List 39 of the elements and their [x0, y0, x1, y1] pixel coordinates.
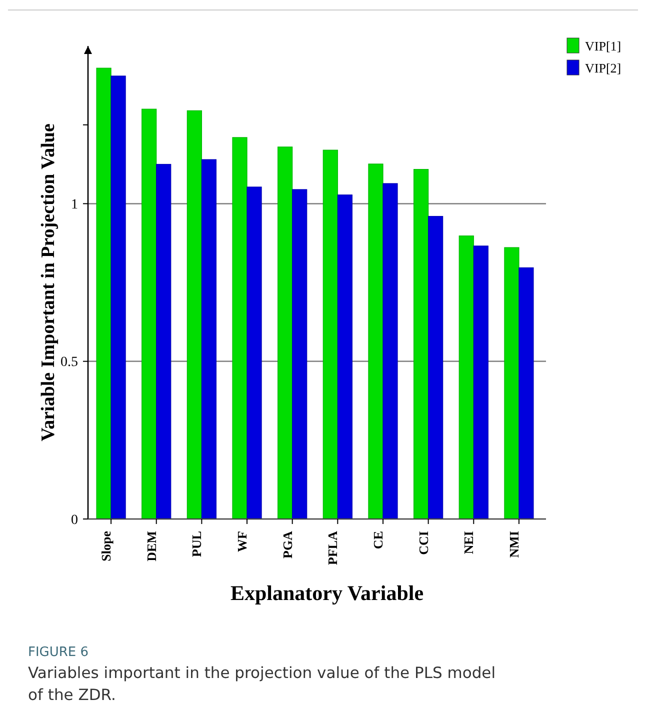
bar — [96, 68, 112, 520]
x-tick-label: PGA — [280, 530, 295, 558]
bar — [201, 159, 216, 520]
bar — [110, 76, 126, 520]
bar — [142, 108, 157, 520]
y-tick-label: 1 — [71, 198, 78, 213]
y-tick-label: 0.5 — [60, 355, 78, 370]
x-tick-label: DEM — [144, 531, 159, 562]
bar — [337, 194, 352, 520]
bar — [382, 183, 398, 520]
bar — [232, 137, 248, 520]
caption: FIGURE 6 — [28, 645, 89, 660]
y-axis-title: Variable Important in Projection Value — [38, 124, 59, 442]
x-tick-label: NEI — [461, 531, 476, 554]
bar — [504, 247, 520, 520]
bar — [246, 186, 262, 520]
x-tick-label: CE — [370, 531, 386, 550]
bar — [414, 168, 429, 520]
bar — [518, 267, 534, 520]
legend-label: VIP[2] — [585, 60, 622, 76]
bar — [458, 236, 474, 520]
y-tick-label: 0 — [71, 512, 78, 528]
bar — [428, 216, 444, 520]
bar — [186, 110, 202, 520]
x-tick-label: PUL — [189, 530, 204, 557]
x-tick-label: CCI — [416, 531, 431, 555]
x-axis-title: Explanatory Variable — [230, 581, 424, 605]
x-tick-label: WF — [234, 530, 250, 552]
x-tick-label: PFLA — [325, 530, 340, 565]
bar — [322, 150, 338, 520]
bar — [292, 189, 308, 520]
x-tick-label: NMI — [506, 531, 522, 558]
x-tick-label: Slope — [98, 530, 114, 562]
text: Variables important in the projection value of the PLS model of the ZDR. — [28, 664, 496, 704]
bar — [473, 246, 488, 520]
bar — [156, 164, 172, 520]
legend-label: VIP[1] — [585, 38, 622, 54]
bar — [278, 146, 293, 520]
bar — [368, 164, 384, 520]
